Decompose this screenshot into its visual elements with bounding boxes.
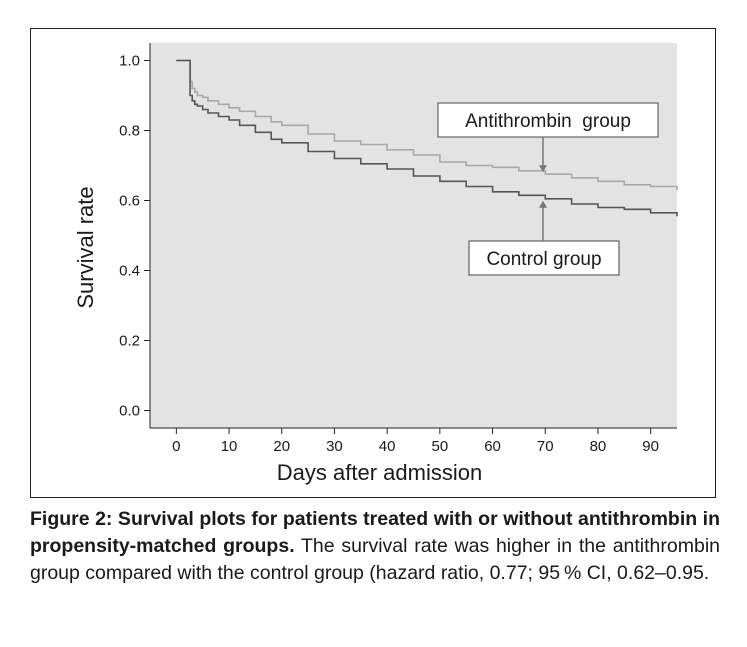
x-tick-label: 20 (273, 438, 290, 455)
annotation-arrow-head (539, 165, 547, 173)
figure-frame: 0.0 0.2 0.4 0.6 0.8 1.0 0 10 20 30 40 50 60 70 80 90 Day… (30, 28, 716, 498)
annotation-label: Control group (486, 249, 601, 270)
annotation-label: Antithrombin group (465, 111, 631, 132)
x-tick-label: 60 (484, 438, 501, 455)
caption-title: Figure 2: Survival plots for patients tr… (30, 508, 720, 557)
x-tick-label: 0 (172, 438, 180, 455)
annotation-control: Control group (468, 200, 620, 276)
y-tick-label: 0.8 (119, 123, 140, 140)
survival-chart: 0.0 0.2 0.4 0.6 0.8 1.0 0 10 20 30 40 50 60 70 80 90 Day… (73, 43, 678, 485)
plot-background (150, 43, 677, 428)
y-tick-label: 0.6 (119, 193, 140, 210)
x-tick-label: 40 (379, 438, 396, 455)
series-line-antithrombin (176, 59, 678, 190)
annotation-arrow-head (539, 200, 547, 208)
series-line-control (176, 59, 678, 217)
annotation-box (437, 102, 659, 138)
x-tick-label: 10 (221, 438, 238, 455)
x-tick-label: 70 (537, 438, 554, 455)
x-tick-label: 80 (590, 438, 607, 455)
annotation-box (468, 240, 620, 276)
y-tick-label: 0.4 (119, 263, 140, 280)
y-tick-label: 0.2 (119, 333, 140, 350)
figure-caption: Figure 2: Survival plots for patients tr… (30, 506, 720, 587)
y-tick-label: 0.0 (119, 403, 140, 420)
x-tick-label: 90 (642, 438, 659, 455)
x-axis-title: Days after admission (277, 460, 482, 485)
y-tick-label: 1.0 (119, 53, 140, 70)
caption-body: The survival rate was higher in the anti… (30, 535, 720, 584)
x-tick-label: 30 (326, 438, 343, 455)
y-axis-title: Survival rate (73, 186, 98, 308)
annotation-antithrombin: Antithrombin group (437, 102, 659, 173)
x-tick-label: 50 (432, 438, 449, 455)
